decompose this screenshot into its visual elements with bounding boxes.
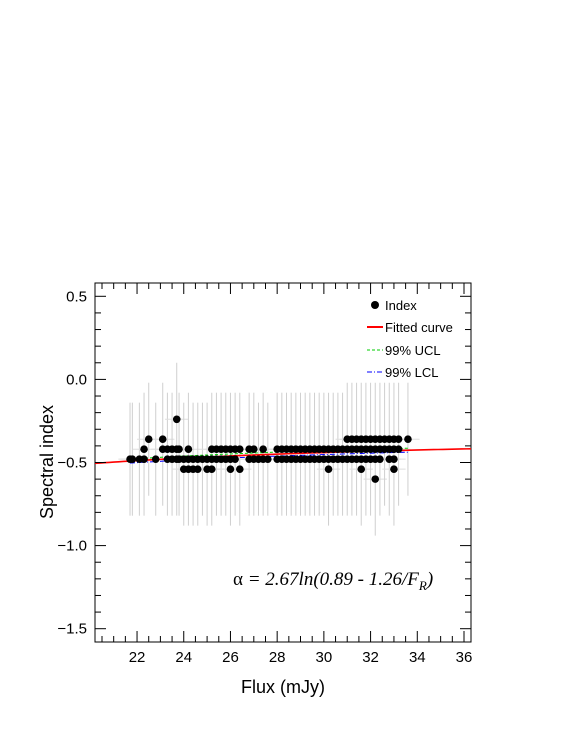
data-point — [357, 465, 366, 473]
x-tick-label: 34 — [409, 649, 426, 666]
y-tick-label: 0.0 — [66, 371, 87, 388]
x-tick-label: 32 — [362, 649, 379, 666]
data-point — [235, 445, 244, 454]
data-point — [144, 435, 153, 444]
legend-label-index: Index — [385, 298, 417, 313]
equation-body: = 2.67ln(0.89 - 1.26/F — [243, 569, 419, 590]
legend: Index Fitted curve 99% UCL 99% LCL — [367, 298, 453, 380]
data-point — [140, 455, 148, 463]
x-tick-label: 30 — [316, 649, 333, 666]
data-point — [128, 455, 137, 463]
legend-label-fitted: Fitted curve — [385, 320, 453, 335]
data-point — [140, 445, 148, 454]
data-point — [394, 445, 403, 454]
x-tick-label: 28 — [269, 649, 286, 666]
data-point — [231, 455, 239, 463]
fit-equation: α = 2.67ln(0.89 - 1.26/FR) — [233, 569, 433, 593]
x-tick-label: 22 — [129, 649, 146, 666]
data-point — [376, 455, 384, 463]
legend-label-ucl: 99% UCL — [385, 343, 441, 358]
alpha-symbol: α — [233, 569, 243, 590]
y-tick-label: −1.0 — [57, 538, 87, 555]
data-point — [371, 475, 380, 483]
equation-close: ) — [426, 569, 433, 590]
data-point — [394, 435, 403, 444]
y-tick-label: 0.5 — [66, 288, 87, 305]
data-point — [404, 435, 412, 444]
data-point — [259, 445, 267, 454]
data-point — [390, 465, 398, 473]
equation-subscript: R — [418, 578, 427, 593]
legend-label-lcl: 99% LCL — [385, 365, 438, 380]
data-points — [126, 415, 412, 483]
y-tick-label: −1.5 — [57, 621, 87, 638]
data-point — [184, 445, 193, 454]
data-point — [158, 435, 167, 444]
axis-ticks — [95, 283, 471, 642]
x-tick-label: 36 — [456, 649, 473, 666]
data-point — [172, 415, 181, 424]
x-tick-label: 24 — [175, 649, 192, 666]
y-tick-label: −0.5 — [57, 455, 87, 472]
tick-labels: 22 24 26 28 30 32 34 36 0.5 0.0 −0.5 −1.0 −1.5 — [57, 288, 472, 666]
x-axis-title: Flux (mJy) — [241, 677, 325, 697]
data-point — [226, 465, 235, 473]
legend-marker-index — [371, 301, 379, 309]
data-point — [264, 455, 272, 463]
y-axis-title: Spectral index — [37, 405, 57, 519]
lcl-line — [129, 451, 408, 464]
data-point — [250, 445, 258, 454]
data-point — [324, 465, 333, 473]
data-point — [175, 445, 183, 454]
data-point — [207, 465, 216, 473]
data-point — [193, 465, 202, 473]
x-tick-label: 26 — [222, 649, 239, 666]
data-point — [235, 465, 244, 473]
data-point — [390, 455, 398, 463]
data-point — [151, 455, 160, 463]
